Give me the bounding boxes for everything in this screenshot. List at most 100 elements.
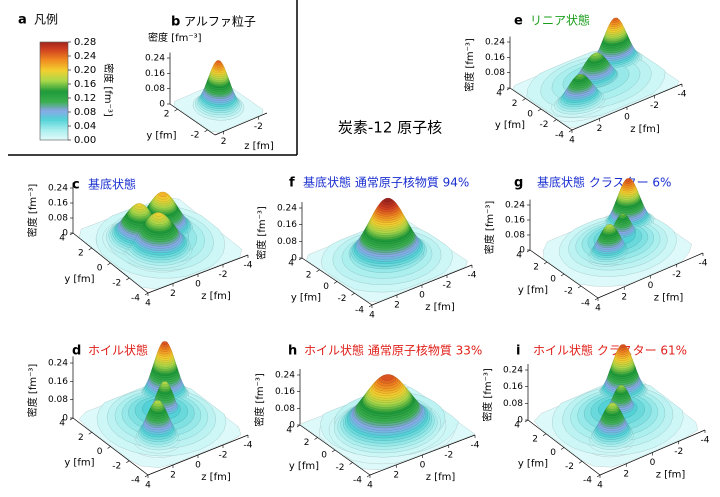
density-tick-label: 0.24 (48, 359, 68, 369)
y-tick (524, 419, 529, 423)
z-tick-label: 2 (623, 469, 629, 479)
y-tick (560, 447, 565, 450)
surface-layer (383, 197, 392, 203)
panel-letter: b (171, 15, 180, 30)
z-tick-label: -4 (701, 436, 710, 446)
y-tick (316, 269, 320, 272)
y-tick (578, 461, 583, 464)
colorbar-segment (40, 59, 68, 63)
colorbar-tick-label: 0.28 (74, 37, 96, 48)
z-tick-label: 2 (170, 471, 176, 481)
colorbar-segment (40, 43, 68, 46)
y-tick-label: 0 (97, 447, 103, 457)
density-tick-label: 0.16 (145, 69, 165, 79)
panel-title: ホイル状態 (88, 343, 148, 358)
y-tick-label: 2 (78, 249, 84, 259)
y-tick (506, 87, 511, 91)
panel-letter: a (18, 13, 27, 28)
density-tick-label: 0.08 (275, 404, 295, 414)
colorbar-segment (40, 92, 68, 95)
z-axis-label: z [fm] (656, 470, 686, 481)
z-tick-label: 4 (569, 136, 575, 146)
colorbar-segment (40, 84, 68, 87)
density-tick-label: 0.08 (145, 84, 165, 94)
density-tick-label: 0.24 (485, 38, 505, 48)
y-tick (126, 277, 130, 281)
surface-layer (381, 374, 394, 381)
y-tick-label: 2 (304, 438, 310, 448)
z-tick-label: -4 (244, 261, 253, 271)
density-label: 密度 [fm⁻³] (255, 206, 268, 260)
z-axis-label: z [fm] (425, 302, 455, 313)
y-tick (144, 292, 149, 296)
density-tick-label: 0.24 (275, 371, 295, 381)
y-tick-label: 2 (306, 270, 312, 280)
z-axis-label: z [fm] (654, 293, 684, 304)
z-tick-label: -4 (244, 441, 253, 451)
colorbar-segment (40, 69, 68, 72)
colorbar-segment (40, 128, 68, 131)
density-label: 密度 [fm⁻³] (483, 201, 496, 255)
colorbar-segment (40, 74, 68, 77)
colorbar-segment (40, 97, 68, 100)
y-tick (526, 249, 531, 253)
y-tick (577, 285, 582, 289)
z-tick-label: -4 (468, 271, 477, 281)
colorbar-segment (40, 89, 68, 92)
colorbar-segment (40, 126, 68, 130)
y-tick-label: 0 (550, 275, 556, 285)
colorbar-tick-label: 0.08 (74, 107, 96, 118)
density-tick-label: 0.08 (48, 395, 68, 405)
colorbar-segment (40, 50, 68, 53)
colorbar-segment (40, 115, 68, 118)
y-tick (296, 424, 301, 428)
panel: b アルファ粒子 0.24 0.16 0.08 0 密度 [fm⁻³] -2 2 y [fm] -2… (145, 14, 274, 153)
surface-layer (612, 17, 619, 21)
surface-layer (577, 73, 584, 78)
z-tick-label: 4 (597, 481, 603, 491)
colorbar-segment (40, 64, 68, 67)
y-axis-label: y [fm] (518, 459, 548, 470)
colorbar-segment (40, 66, 68, 69)
legend-title: 凡例 (34, 13, 58, 27)
panel-title: リニア状態 (530, 13, 590, 28)
y-axis-label: y [fm] (291, 293, 321, 304)
panel-letter: e (514, 14, 523, 29)
colorbar-segment (40, 117, 68, 120)
density-label: 密度 [fm⁻³] (253, 373, 266, 427)
colorbar-segment (40, 112, 68, 115)
colorbar-segment (40, 77, 68, 81)
y-tick (596, 474, 601, 478)
y-tick-label: -2 (112, 279, 121, 289)
y-tick (174, 108, 178, 112)
density-label: 密度 [fm⁻³] (481, 368, 494, 422)
colorbar-segment (40, 123, 68, 126)
colorbar-segment (40, 53, 68, 56)
density-tick-label: 0.16 (485, 53, 505, 63)
z-tick-label: 0 (648, 281, 654, 291)
legend-axis-label: 密度 [fm⁻³] (102, 63, 115, 117)
density-tick-label: 0.24 (503, 366, 523, 376)
z-tick-label: 0 (195, 461, 201, 471)
panel-title: アルファ粒子 (184, 14, 256, 29)
colorbar-tick-label: 0.24 (74, 51, 96, 62)
surface-layer (605, 224, 613, 229)
y-tick-label: 4 (496, 89, 502, 99)
panel-title: 基底状態 (88, 177, 136, 192)
colorbar-segment (40, 100, 68, 103)
y-tick (543, 261, 548, 265)
density-tick-label: 0.24 (48, 184, 68, 194)
y-tick-label: 4 (59, 234, 65, 244)
panel-letter: f (289, 176, 295, 191)
density-tick-label: 0.08 (48, 214, 68, 224)
y-tick (349, 462, 353, 465)
density-label: 密度 [fm⁻³] (26, 184, 39, 238)
colorbar-segment (40, 107, 68, 110)
y-tick-label: -2 (338, 294, 347, 304)
surface-layer (215, 60, 222, 64)
colorbar-segment (40, 138, 68, 141)
density-tick-label: 0 (62, 414, 68, 424)
y-tick (568, 129, 573, 133)
